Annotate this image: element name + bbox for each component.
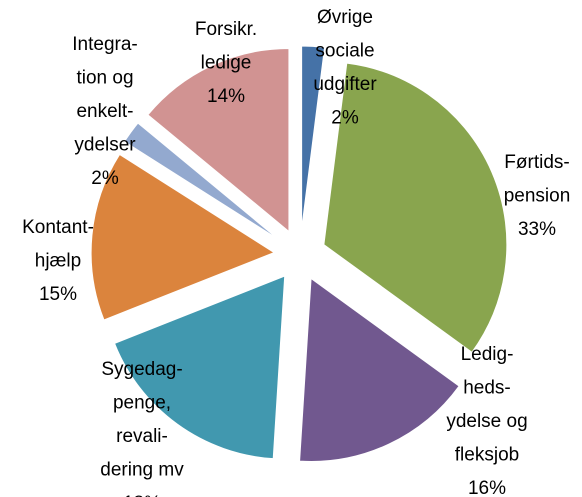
label-line: Sygedag- — [101, 359, 182, 380]
label-line: enkelt- — [76, 101, 133, 122]
slice-label: Øvrige sociale udgifter 2% — [313, 7, 377, 129]
label-line: udgifter — [313, 74, 377, 95]
label-line: dering mv — [100, 460, 184, 481]
label-line: ydelse og — [446, 411, 527, 432]
label-line: Forsikr. — [195, 19, 257, 40]
label-line: ledige — [201, 53, 252, 74]
percent-label: 33% — [518, 219, 556, 240]
label-line: revali- — [116, 426, 168, 447]
label-line: penge, — [113, 393, 171, 414]
slice-label: Ledig-heds-ydelse og fleksjob 16% — [446, 344, 527, 497]
percent-label: 15% — [39, 284, 77, 305]
label-line: fleksjob — [455, 445, 519, 466]
pie-slice — [123, 122, 280, 241]
label-line: ydelser — [74, 135, 136, 156]
pie-slice — [301, 45, 326, 230]
slice-label: Sygedag-penge, revali-dering mv 18% — [100, 359, 184, 497]
pie-slice — [147, 47, 290, 233]
label-line: Kontant- — [22, 217, 94, 238]
pie-slice — [323, 62, 508, 353]
label-line: Øvrige — [317, 7, 373, 28]
slice-label: Forsikr. ledige 14% — [195, 19, 257, 107]
label-line: tion og — [76, 68, 133, 89]
slice-label: Kontant-hjælp 15% — [22, 217, 94, 305]
percent-label: 2% — [331, 108, 359, 129]
pie-slice — [113, 275, 286, 460]
percent-label: 16% — [468, 478, 506, 497]
percent-label: 18% — [123, 493, 161, 497]
label-line: Integra- — [72, 34, 137, 55]
percent-label: 14% — [207, 86, 245, 107]
label-line: hjælp — [35, 251, 81, 272]
slice-label: Integra-tion og enkelt-ydelser 2% — [72, 34, 137, 189]
pie-slice — [90, 153, 276, 321]
label-line: pension — [504, 186, 571, 207]
label-line: sociale — [315, 41, 374, 62]
slice-label: Førtids-pension 33% — [504, 152, 571, 240]
label-line: heds- — [463, 378, 511, 399]
label-line: Ledig- — [461, 344, 514, 365]
label-line: Førtids- — [504, 152, 569, 173]
pie-slice — [299, 277, 460, 463]
percent-label: 2% — [91, 168, 119, 189]
